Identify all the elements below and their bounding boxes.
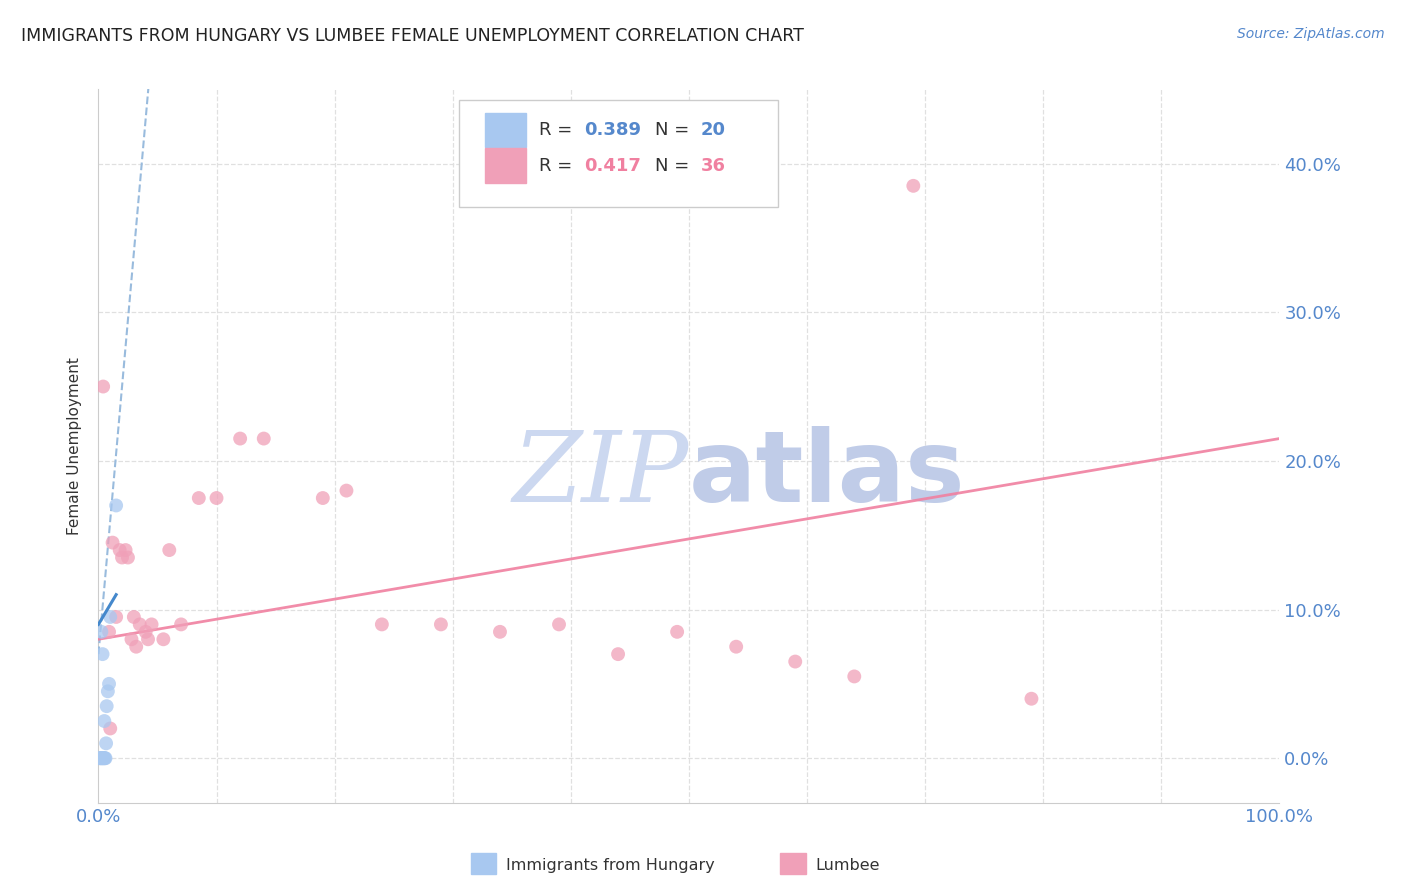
Point [91, 751, 114, 765]
Point [114, 543, 136, 558]
Point [91, 751, 114, 765]
Text: N =: N = [655, 121, 695, 139]
Text: atlas: atlas [689, 426, 966, 523]
Point [94, 751, 117, 765]
Point [489, 624, 512, 639]
Point [91, 751, 114, 765]
Point [91, 379, 114, 393]
Text: Lumbee: Lumbee [815, 858, 880, 872]
Point [785, 655, 807, 669]
Point [97, 684, 120, 698]
Point [90, 624, 112, 639]
Point [105, 610, 128, 624]
Bar [780, 854, 806, 874]
Point [90, 751, 112, 765]
Point [101, 535, 124, 549]
Point [187, 491, 209, 505]
Point [89, 751, 111, 765]
Point [111, 550, 134, 565]
Point [157, 543, 180, 558]
Point [170, 617, 193, 632]
Point [98, 722, 121, 736]
Point [93, 751, 115, 765]
FancyBboxPatch shape [458, 100, 778, 207]
Point [125, 640, 148, 654]
Point [93, 714, 115, 728]
Point [94, 751, 117, 765]
Point [98, 610, 121, 624]
Text: 0.417: 0.417 [583, 157, 641, 175]
Point [128, 617, 150, 632]
Point [94, 736, 117, 750]
Text: N =: N = [655, 157, 695, 175]
Point [117, 550, 139, 565]
Text: Source: ZipAtlas.com: Source: ZipAtlas.com [1237, 27, 1385, 41]
Text: R =: R = [538, 157, 578, 175]
Point [152, 632, 174, 647]
Point [141, 617, 163, 632]
Point [253, 432, 276, 446]
Point [725, 640, 748, 654]
Point [335, 483, 357, 498]
Point [122, 610, 145, 624]
Text: 20: 20 [700, 121, 725, 139]
Point [548, 617, 571, 632]
Text: R =: R = [538, 121, 578, 139]
Text: 0.389: 0.389 [583, 121, 641, 139]
Point [430, 617, 453, 632]
Bar [485, 148, 526, 183]
Text: 36: 36 [700, 157, 725, 175]
Point [98, 624, 121, 639]
Point [108, 543, 131, 558]
Point [98, 677, 121, 691]
Point [90, 751, 112, 765]
Y-axis label: Female Unemployment: Female Unemployment [67, 357, 83, 535]
Text: ZIP: ZIP [513, 427, 689, 522]
Bar [485, 112, 526, 147]
Point [121, 632, 143, 647]
Point [229, 432, 252, 446]
Point [1021, 691, 1043, 706]
Point [205, 491, 228, 505]
Point [89, 751, 111, 765]
Point [91, 647, 114, 661]
Point [136, 632, 159, 647]
Point [666, 624, 689, 639]
Point [903, 178, 925, 193]
Text: IMMIGRANTS FROM HUNGARY VS LUMBEE FEMALE UNEMPLOYMENT CORRELATION CHART: IMMIGRANTS FROM HUNGARY VS LUMBEE FEMALE… [21, 27, 804, 45]
Point [312, 491, 335, 505]
Point [844, 669, 866, 683]
Text: Immigrants from Hungary: Immigrants from Hungary [506, 858, 714, 872]
Point [105, 499, 128, 513]
Point [607, 647, 630, 661]
Bar [471, 854, 496, 874]
Point [96, 699, 118, 714]
Point [135, 624, 157, 639]
Point [371, 617, 394, 632]
Point [93, 751, 115, 765]
